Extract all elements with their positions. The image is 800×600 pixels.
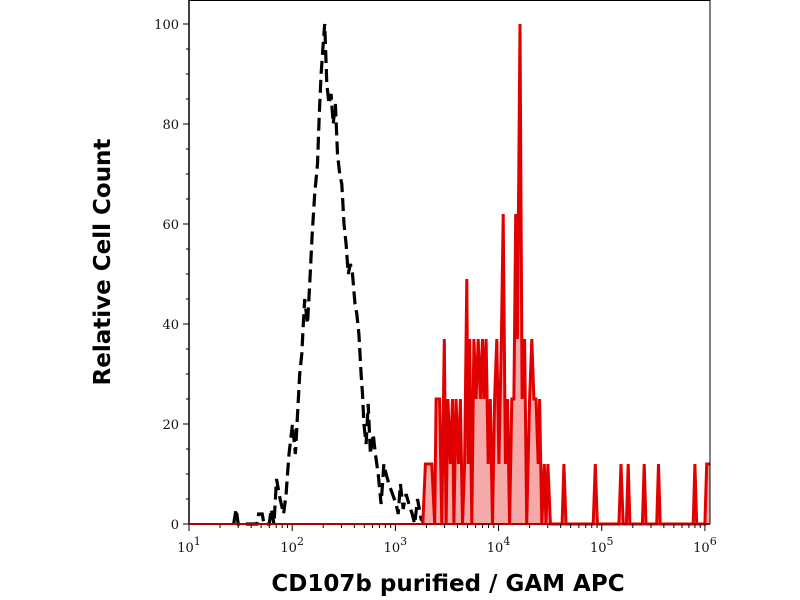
x-tick-base: 10 [177, 541, 194, 556]
x-tick-base: 10 [280, 541, 297, 556]
x-tick-base: 10 [590, 541, 607, 556]
x-tick-base: 10 [487, 541, 504, 556]
y-axis-title: Relative Cell Count [90, 139, 116, 386]
x-tick-exponent: 3 [400, 535, 407, 548]
x-tick-label: 103 [384, 535, 408, 556]
y-tick-label: 20 [162, 418, 179, 433]
series-layer [232, 23, 710, 526]
y-tick-label: 60 [162, 218, 179, 233]
x-tick-exponent: 1 [194, 535, 201, 548]
x-tick-exponent: 2 [297, 535, 304, 548]
x-tick-base: 10 [384, 541, 401, 556]
x-tick-exponent: 5 [607, 535, 614, 548]
y-tick-label: 0 [171, 518, 179, 533]
x-tick-exponent: 6 [710, 535, 717, 548]
x-tick-base: 10 [693, 541, 710, 556]
y-tick-label: 40 [162, 318, 179, 333]
series-line-1 [421, 23, 710, 526]
y-tick-label: 80 [162, 118, 179, 133]
x-tick-label: 105 [590, 535, 614, 556]
x-tick-label: 106 [693, 535, 717, 556]
x-tick-label: 101 [177, 535, 201, 556]
x-tick-label: 104 [487, 535, 511, 556]
series-fill-1 [422, 24, 710, 524]
y-tick-label: 100 [154, 18, 179, 33]
x-tick-label: 102 [280, 535, 304, 556]
series-line-0 [232, 23, 426, 526]
x-tick-exponent: 4 [503, 535, 510, 548]
x-axis-title: CD107b purified / GAM APC [271, 571, 624, 597]
